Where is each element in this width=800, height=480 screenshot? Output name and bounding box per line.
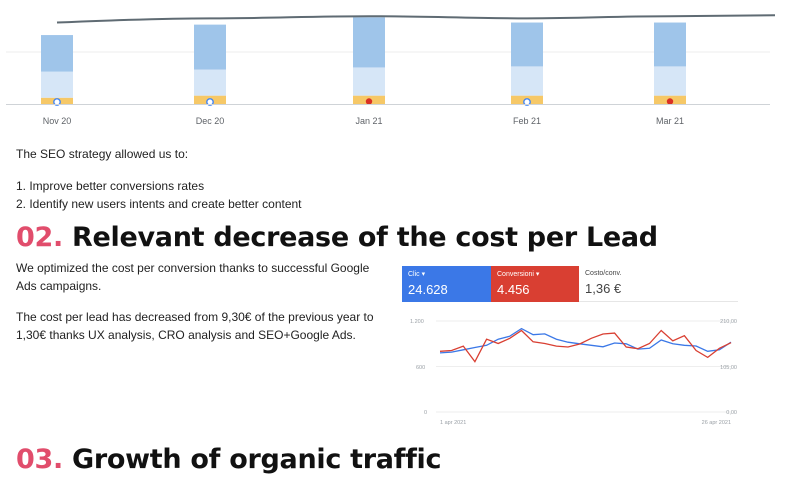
section-2-paragraph-1: We optimized the cost per conversion tha… [16,261,370,293]
bar-segment-middle [511,66,543,96]
section-2-title: Relevant decrease of the cost per Lead [62,222,658,253]
bar-segment-middle [353,67,385,96]
bar-segment-top [654,22,686,67]
left-axis-label: 0 [424,410,427,416]
left-axis-label: 1.200 [410,319,424,325]
intro-list: 1. Improve better conversions rates 2. I… [16,177,776,213]
metric-cost-label: Costo/conv. [585,270,622,277]
google-icon [53,98,61,106]
metric-clicks-value: 24.628 [408,282,448,297]
section-2-paragraph-2: The cost per lead has decreased from 9,3… [16,310,374,342]
x-end-label: 26 apr 2021 [702,420,731,426]
bar-segment-top [353,17,385,68]
ads-performance-widget: Clic ▾ 24.628 Conversioni ▾ 4.456 Costo/… [402,266,738,430]
trend-line [56,14,776,24]
intro-block: The SEO strategy allowed us to: 1. Impro… [16,145,776,213]
left-axis-label: 600 [416,365,425,371]
bar-segment-top [41,35,73,72]
metric-clicks[interactable]: Clic ▾ 24.628 [402,266,491,302]
metric-clicks-label: Clic ▾ [408,271,426,278]
red-marker-icon [666,98,674,105]
metric-cost-per-conversion[interactable]: Costo/conv. 1,36 € [579,266,738,302]
conversions-series-line [439,329,732,363]
metric-conversions-value: 4.456 [497,282,530,297]
right-axis-label: 0,00 [726,410,737,416]
bar-segment-middle [654,66,686,96]
google-icon [523,98,531,106]
monthly-traffic-chart: Nov 20 Dec 20 Jan 21 Feb 21 Mar 21 [6,14,776,126]
section-3-title: Growth of organic traffic [62,444,442,475]
google-icon [206,98,214,106]
list-item: 2. Identify new users intents and create… [16,197,302,211]
section-3-number: 03. [16,444,63,475]
month-tick-label: Nov 20 [43,116,72,126]
month-tick-label: Jan 21 [355,116,382,126]
month-tick-label: Feb 21 [513,116,541,126]
clicks-series-line [439,327,732,354]
metric-conversions-label: Conversioni ▾ [497,271,540,278]
right-axis-label: 105,00 [720,365,737,371]
list-item: 1. Improve better conversions rates [16,179,205,193]
metric-cost-value: 1,36 € [585,281,622,296]
section-2-heading: 02. Relevant decrease of the cost per Le… [16,222,658,253]
bar-segment-middle [194,69,226,96]
metric-conversions[interactable]: Conversioni ▾ 4.456 [491,266,579,302]
bar-segment-top [511,22,543,67]
section-2-number: 02. [16,222,63,253]
month-tick-label: Dec 20 [196,116,225,126]
right-axis-label: 210,00 [720,319,737,325]
section-3-heading: 03. Growth of organic traffic [16,444,442,475]
red-marker-icon [365,98,373,105]
x-start-label: 1 apr 2021 [440,420,466,426]
month-tick-label: Mar 21 [656,116,684,126]
bar-segment-top [194,24,226,70]
intro-lead: The SEO strategy allowed us to: [16,147,189,161]
bar-segment-middle [41,71,73,98]
ads-line-chart: 1.200 600 0 210,00 105,00 0,00 1 apr 202… [410,319,737,426]
